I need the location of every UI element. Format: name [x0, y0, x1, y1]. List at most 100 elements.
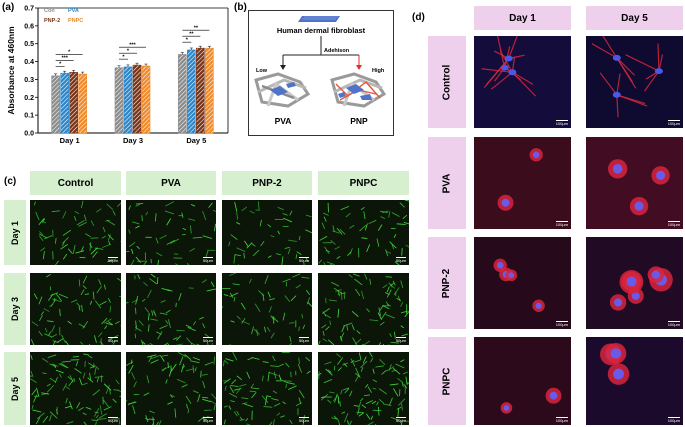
- pnp-label: PNP: [350, 116, 368, 126]
- y-tick-label: 0.3: [24, 77, 34, 84]
- scale-bar-label: 50μm: [202, 417, 213, 423]
- diagram-title: Human dermal fibroblast: [277, 26, 366, 35]
- y-tick-label: 0.4: [24, 59, 34, 66]
- bar-pnpc-day5: [205, 47, 214, 134]
- green-fluorescence-image: 50μm: [30, 200, 121, 265]
- bar-con-day3: [114, 67, 124, 134]
- scale-bar-label: 50μm: [298, 257, 309, 263]
- pva-label: PVA: [275, 116, 292, 126]
- red-blue-fluorescence-image: 100μm: [586, 137, 683, 229]
- significance-mark: *: [127, 48, 130, 54]
- bar-con-day1: [51, 75, 60, 134]
- bar-pnp-2-day3: [132, 64, 142, 134]
- panel-label-b: (b): [234, 2, 247, 13]
- scale-bar-label: 100μm: [555, 221, 568, 227]
- grid-c-row-day1: Day 1: [4, 200, 26, 265]
- significance-mark: *: [186, 37, 189, 43]
- scale-bar-label: 50μm: [107, 417, 118, 423]
- grid-d-row-pnp2: PNP-2: [428, 237, 466, 329]
- pnp-scaffold-illustration: [330, 72, 387, 108]
- bar-pva-day5: [187, 49, 196, 134]
- significance-mark: *: [68, 49, 71, 55]
- panel-label-d: (d): [412, 12, 425, 23]
- green-fluorescence-image: 50μm: [126, 352, 216, 425]
- scale-bar-label: 50μm: [107, 257, 118, 263]
- significance-mark: **: [194, 25, 199, 31]
- legend-entry: Con: [44, 8, 55, 14]
- significance-mark: *: [122, 54, 125, 60]
- green-fluorescence-image: 50μm: [126, 200, 216, 265]
- green-fluorescence-image: 50μm: [318, 200, 409, 265]
- y-tick-label: 0.5: [24, 41, 34, 48]
- grid-c-header-pnp2: PNP-2: [222, 171, 312, 195]
- absorbance-bar-chart: 0.0 0.1 0.2 0.3 0.4 0.5 0.6 0.7 Absorbance at 46…: [6, 6, 229, 145]
- scale-bar-label: 50μm: [298, 417, 309, 423]
- scale-bar-label: 50μm: [202, 257, 213, 263]
- scale-bar-label: 100μm: [555, 321, 568, 327]
- scale-bar-label: 50μm: [395, 337, 406, 343]
- scale-bar-label: 50μm: [395, 257, 406, 263]
- legend-entry: PNPC: [68, 18, 83, 24]
- x-tick-label: Day 5: [186, 136, 206, 145]
- scale-bar-label: 100μm: [555, 120, 568, 126]
- legend-entry: PNP-2: [44, 18, 60, 24]
- green-fluorescence-image: 50μm: [30, 352, 121, 425]
- green-fluorescence-image: 50μm: [126, 273, 216, 345]
- grid-d-header-day5: Day 5: [586, 6, 683, 30]
- grid-d-row-pnpc: PNPC: [428, 337, 466, 425]
- red-blue-fluorescence-image: 100μm: [586, 237, 683, 329]
- grid-c-row-day5: Day 5: [4, 352, 26, 425]
- grid-d-header-day1: Day 1: [474, 6, 571, 30]
- bar-pnp-2-day5: [196, 47, 205, 134]
- significance-mark: ***: [61, 55, 68, 61]
- scale-bar-label: 50μm: [395, 417, 406, 423]
- y-tick-label: 0.0: [24, 131, 34, 138]
- scale-bar-label: 100μm: [667, 321, 680, 327]
- scale-bar-label: 100μm: [667, 221, 680, 227]
- bar-pnp-2-day1: [69, 71, 78, 134]
- red-blue-fluorescence-image: 100μm: [586, 337, 683, 425]
- scale-bar-label: 50μm: [107, 337, 118, 343]
- legend-entry: PVA: [68, 8, 79, 14]
- red-blue-fluorescence-image: 100μm: [586, 36, 683, 128]
- bar-pva-day3: [123, 66, 133, 134]
- red-blue-fluorescence-image: 100μm: [474, 137, 571, 229]
- panel-label-c: (c): [4, 176, 17, 187]
- arrow-label: Adehison: [324, 48, 350, 54]
- grid-c-row-day3: Day 3: [4, 273, 26, 345]
- scale-bar-label: 50μm: [298, 337, 309, 343]
- grid-c-header-pnpc: PNPC: [318, 171, 409, 195]
- significance-mark: ***: [129, 42, 136, 48]
- bar-pnpc-day3: [141, 65, 151, 134]
- y-axis-label: Absorbance at 460nm: [6, 26, 16, 115]
- significance-mark: **: [189, 31, 194, 37]
- y-tick-label: 0.7: [24, 6, 34, 13]
- diagram-frame: [248, 10, 394, 136]
- red-blue-fluorescence-image: 100μm: [474, 237, 571, 329]
- x-tick-label: Day 1: [60, 136, 80, 145]
- pva-scaffold-illustration: [254, 72, 311, 108]
- green-fluorescence-image: 50μm: [318, 273, 409, 345]
- y-tick-label: 0.2: [24, 95, 34, 102]
- scale-bar-label: 100μm: [667, 120, 680, 126]
- low-label: Low: [256, 68, 268, 74]
- significance-mark: *: [59, 61, 62, 67]
- adhesion-diagram: Human dermal fibroblast Adehison Low Hig…: [248, 10, 394, 136]
- branch-arrows: [280, 36, 362, 70]
- grid-c-header-control: Control: [30, 171, 121, 195]
- y-tick-label: 0.6: [24, 23, 34, 30]
- scale-bar-label: 50μm: [202, 337, 213, 343]
- y-tick-label: 0.1: [24, 113, 34, 120]
- high-label: High: [372, 68, 385, 74]
- green-fluorescence-image: 50μm: [222, 200, 312, 265]
- x-tick-label: Day 3: [123, 136, 143, 145]
- green-fluorescence-image: 50μm: [318, 352, 409, 425]
- panel-label-a: (a): [2, 2, 15, 13]
- scale-bar-label: 100μm: [555, 417, 568, 423]
- green-fluorescence-image: 50μm: [30, 273, 121, 345]
- grid-c-header-pva: PVA: [126, 171, 216, 195]
- red-blue-fluorescence-image: 100μm: [474, 36, 571, 128]
- fibroblast-icon: [298, 16, 340, 22]
- bar-con-day5: [178, 54, 187, 134]
- bar-pnpc-day1: [78, 73, 87, 134]
